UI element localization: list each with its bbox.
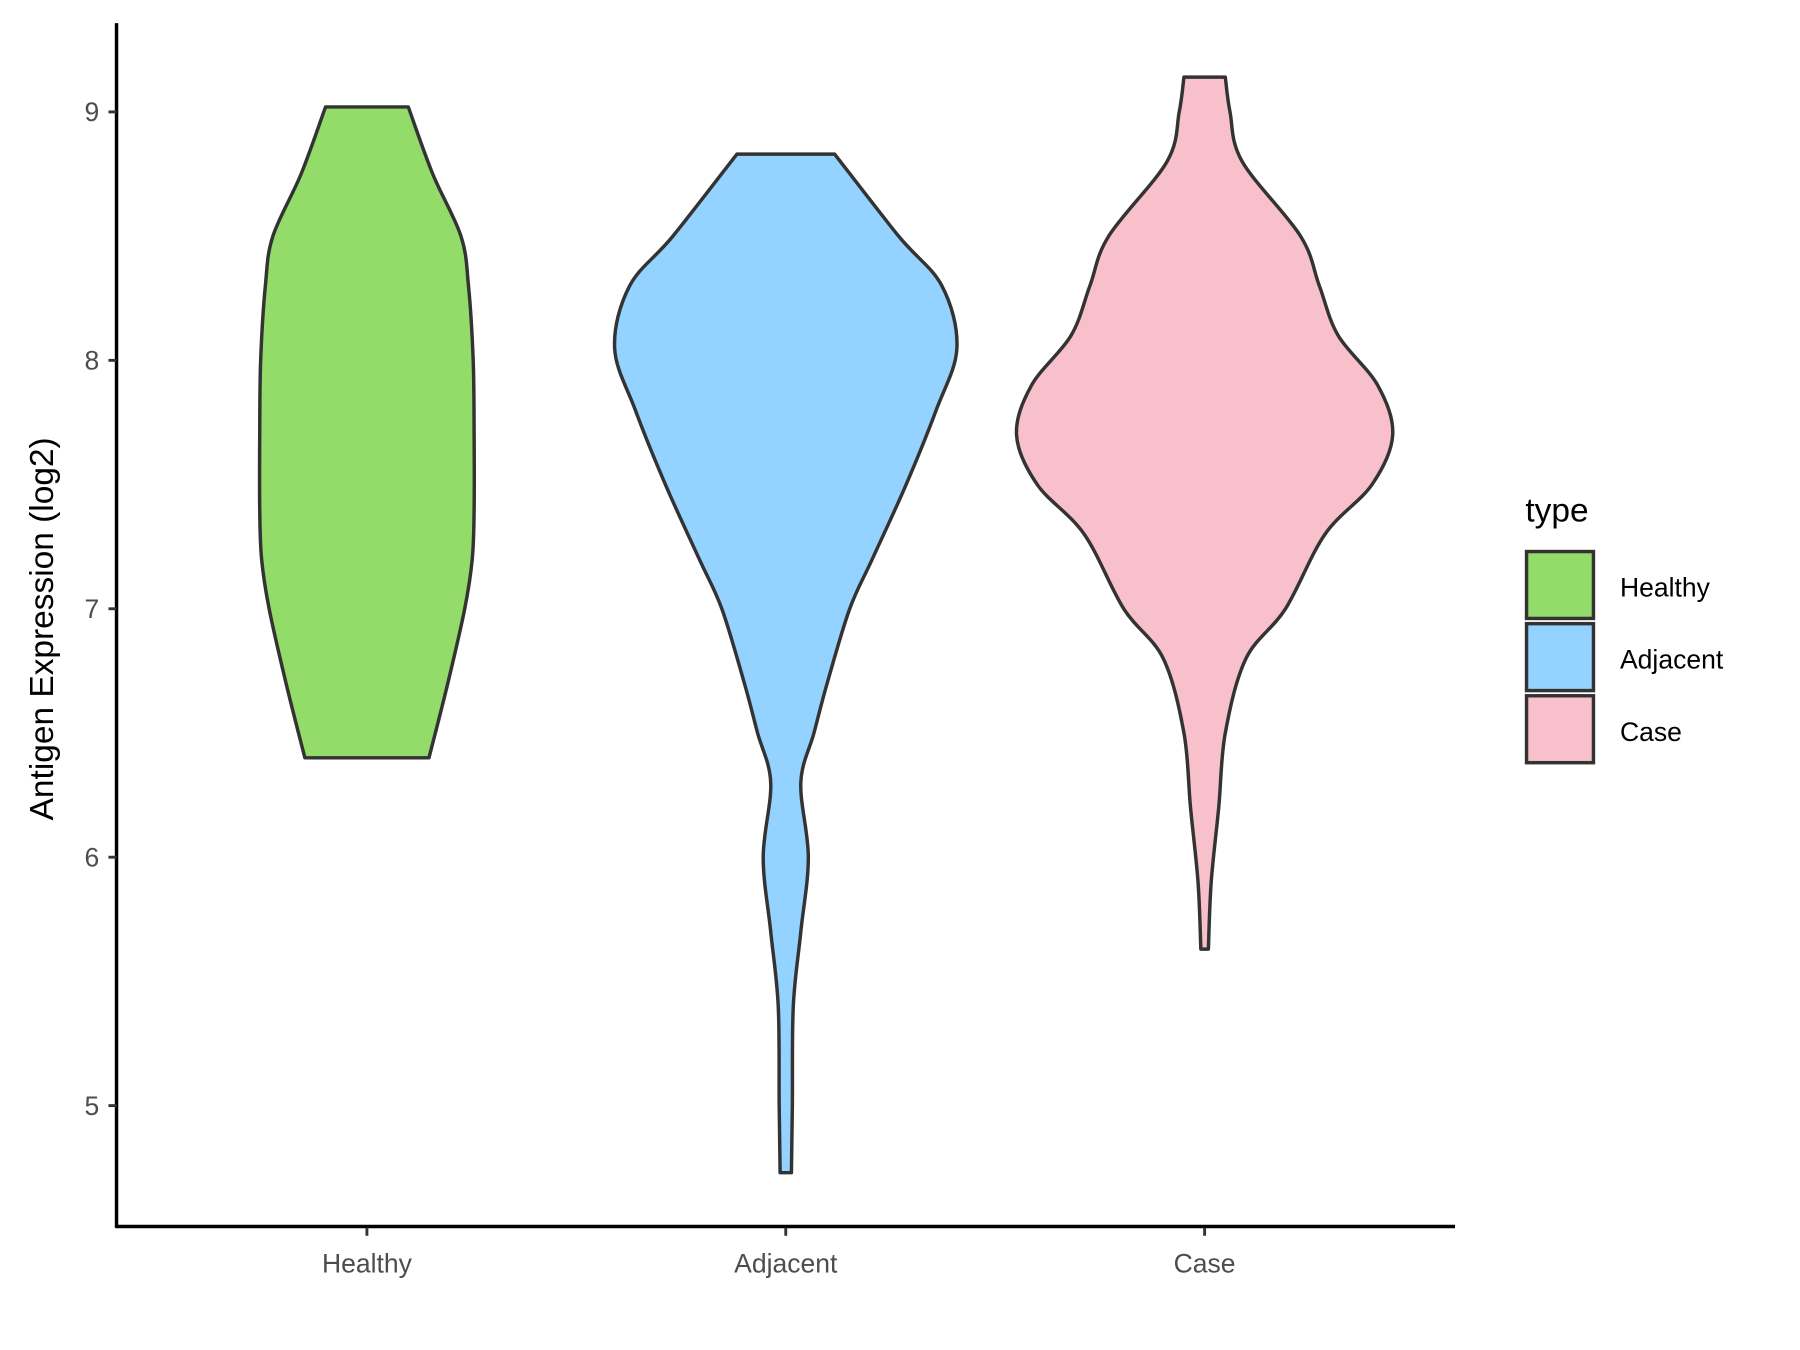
x-tick-label: Adjacent [734,1249,838,1279]
legend-label: Adjacent [1620,645,1724,675]
y-tick-label: 5 [84,1091,99,1121]
legend: Healthy Adjacent Case [1524,549,1724,765]
y-tick-label: 9 [84,97,99,127]
legend-label: Case [1620,717,1682,747]
x-tick-label: Case [1174,1249,1236,1279]
y-tick-label: 8 [84,346,99,376]
legend-label: Healthy [1620,573,1711,603]
legend-title: type [1525,493,1588,530]
violin-case [1014,75,1395,951]
legend-swatch-healthy [1524,549,1596,621]
violins [257,75,1395,1175]
legend-swatch-adjacent [1524,621,1596,693]
legend-swatch-case [1524,694,1596,765]
y-tick-label: 7 [84,594,99,624]
y-axis-title: Antigen Expression (log2) [24,437,61,820]
x-ticks: Healthy Adjacent Case [322,1227,1236,1279]
violin-adjacent [612,152,959,1175]
x-tick-label: Healthy [322,1249,413,1279]
y-tick-label: 6 [84,842,99,872]
violin-healthy [257,105,477,760]
y-ticks: 5 6 7 8 9 [84,97,117,1121]
